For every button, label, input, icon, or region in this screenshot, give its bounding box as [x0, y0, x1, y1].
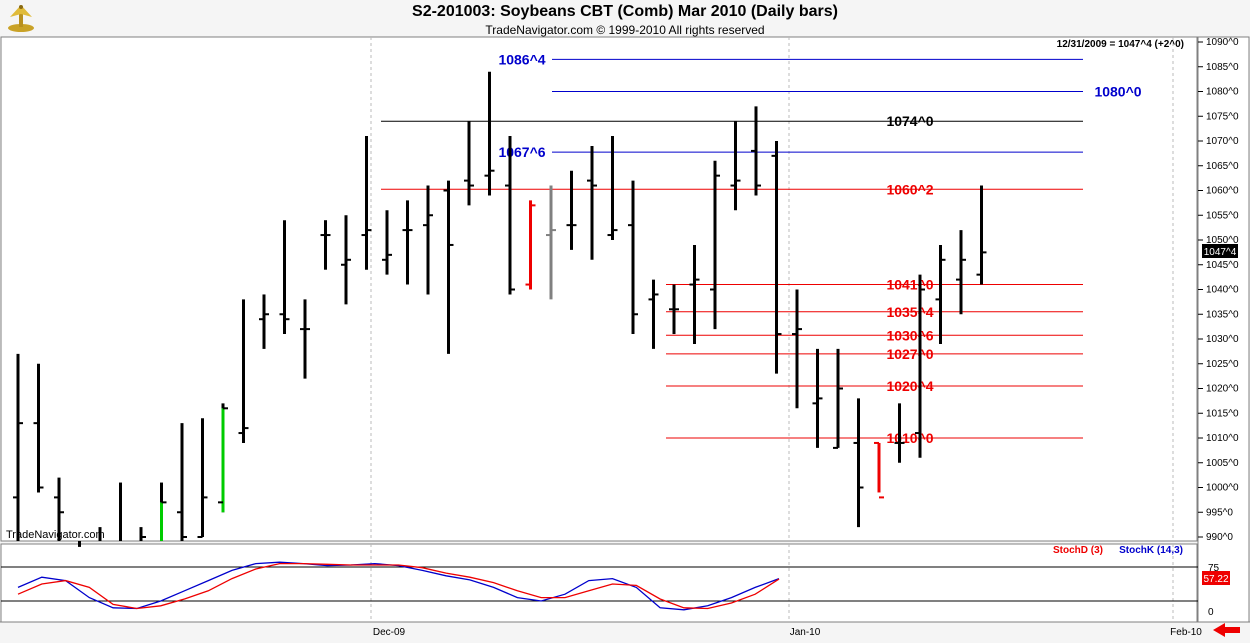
y-tick-label: 1025^0	[1206, 359, 1239, 370]
price-bar	[341, 215, 351, 305]
price-bar	[160, 482, 167, 541]
y-tick-label: 1005^0	[1206, 458, 1239, 469]
level-label: 1041^0	[886, 277, 933, 293]
y-tick-label: 1080^0	[1206, 87, 1239, 98]
y-tick-label: 1020^0	[1206, 384, 1239, 395]
price-bar	[730, 121, 741, 211]
y-tick-label: 1070^0	[1206, 136, 1239, 147]
level-label: 1080^0	[1094, 84, 1141, 100]
price-bar	[218, 403, 228, 513]
level-label: 1074^0	[886, 113, 933, 129]
chart-copyright: TradeNavigator.com © 1999-2010 All right…	[485, 23, 765, 37]
level-label: 1060^2	[886, 181, 933, 197]
price-bar	[628, 180, 638, 335]
price-bar	[792, 289, 802, 409]
price-bar	[771, 141, 782, 374]
trade-navigator-logo-icon	[6, 3, 36, 33]
price-bar	[874, 441, 884, 499]
x-label-feb-10: Feb-10	[1170, 627, 1202, 638]
legend-stochk: StochK (14,3)	[1119, 545, 1183, 556]
watermark: TradeNavigator.com	[6, 529, 105, 541]
y-tick-label: 990^0	[1206, 532, 1233, 543]
y-tick-label: 1075^0	[1206, 111, 1239, 122]
y-tick-label: 1015^0	[1206, 408, 1239, 419]
level-label: 1067^6	[498, 144, 545, 160]
price-bar	[177, 423, 187, 541]
y-tick-label: 1010^0	[1206, 433, 1239, 444]
y-tick-label: 1085^0	[1206, 62, 1239, 73]
price-axis	[1197, 36, 1250, 623]
price-bar	[382, 210, 392, 275]
price-bar	[505, 136, 515, 295]
price-bar	[279, 220, 290, 335]
level-label: 1035^4	[886, 304, 933, 320]
price-bar	[853, 398, 864, 528]
price-bar	[300, 299, 310, 379]
y-tick-label: 1035^0	[1206, 309, 1239, 320]
level-label: 1027^0	[886, 346, 933, 362]
price-bar	[648, 279, 659, 349]
price-bar	[13, 353, 23, 541]
y-tick-label: 1050^0	[1206, 235, 1239, 246]
price-bar	[607, 136, 618, 240]
price-bar	[935, 244, 946, 344]
y-tick-label: 1055^0	[1206, 210, 1239, 221]
price-bar	[812, 348, 823, 448]
legend-stochd: StochD (3)	[1053, 545, 1103, 556]
price-bar	[915, 274, 925, 458]
level-label: 1086^4	[498, 51, 545, 67]
price-bar	[238, 299, 249, 443]
price-bar	[320, 220, 331, 270]
level-label: 1020^4	[886, 378, 933, 394]
y-tick-label: 1030^0	[1206, 334, 1239, 345]
price-bar	[956, 230, 966, 315]
price-bar	[197, 418, 208, 538]
price-bar	[464, 121, 474, 206]
price-bar	[710, 160, 720, 330]
level-label: 1010^0	[886, 430, 933, 446]
price-bar	[751, 106, 761, 196]
price-bar	[54, 477, 64, 541]
price-bar	[689, 244, 700, 344]
price-bar	[484, 71, 495, 196]
price-bar	[566, 170, 577, 250]
y-tick-label: 1000^0	[1206, 483, 1239, 494]
price-bar	[894, 403, 905, 463]
price-panel	[0, 36, 1198, 542]
price-bar	[443, 180, 454, 354]
stochastic-panel	[0, 543, 1198, 623]
y-tick-label: 1060^0	[1206, 186, 1239, 197]
x-label-dec-09: Dec-09	[373, 627, 406, 638]
price-bar	[259, 294, 269, 349]
y-tick-label: 1045^0	[1206, 260, 1239, 271]
last-price-label: 1047^4	[1204, 247, 1237, 258]
price-bar	[33, 363, 44, 493]
price-bar	[833, 348, 843, 449]
last-quote-label: 12/31/2009 = 1047^4 (+2^0)	[1057, 39, 1184, 50]
y-tick-label: 1090^0	[1206, 37, 1239, 48]
price-bar	[976, 185, 987, 285]
price-bar	[587, 145, 597, 260]
price-bar	[361, 136, 372, 270]
x-label-jan-10: Jan-10	[790, 627, 821, 638]
stoch-tick-label: 0	[1208, 607, 1214, 618]
price-bar	[525, 200, 536, 290]
chart-title: S2-201003: Soybeans CBT (Comb) Mar 2010 …	[412, 3, 838, 20]
stoch-series-line	[17, 562, 780, 610]
stoch-value-label: 57.22	[1203, 574, 1228, 585]
price-bar	[423, 185, 433, 295]
price-bar	[402, 200, 413, 285]
scroll-right-arrow-icon[interactable]	[1213, 623, 1240, 637]
price-bar	[139, 527, 146, 541]
y-tick-label: 995^0	[1206, 507, 1233, 518]
price-bar	[669, 284, 679, 335]
level-label: 1030^6	[886, 327, 933, 343]
y-tick-label: 1040^0	[1206, 285, 1239, 296]
y-tick-label: 1065^0	[1206, 161, 1239, 172]
price-bar	[546, 185, 556, 300]
stoch-tick-label: 75	[1208, 563, 1220, 574]
